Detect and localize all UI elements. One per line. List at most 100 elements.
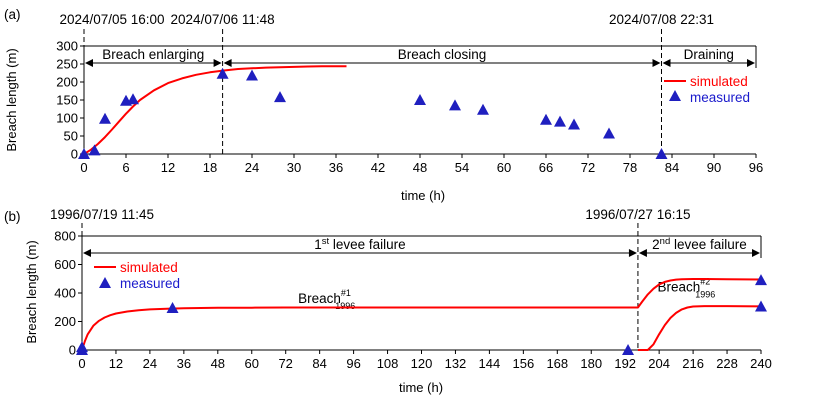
b-x-tick-label: 180	[580, 356, 602, 371]
legend-a-simulated-label: simulated	[690, 74, 748, 89]
a-x-tick-label: 42	[371, 160, 385, 175]
panel-b-ylabel: Breach length (m)	[24, 240, 39, 343]
b-measured-point	[76, 341, 88, 353]
a-measured-point	[414, 94, 426, 105]
a-x-tick-label: 12	[161, 160, 175, 175]
a-phase-arrowhead-left	[223, 59, 232, 67]
a-measured-point	[477, 103, 489, 115]
b-x-tick-label: 60	[245, 356, 259, 371]
b-x-tick-label: 24	[143, 356, 157, 371]
a-measured-point	[554, 115, 566, 127]
b-breach-annotation: Breach#1 1996	[298, 288, 355, 311]
b-simulated-line-1	[637, 305, 762, 351]
legend-b-measured-label: measured	[120, 276, 180, 291]
b-x-tick-label: 120	[411, 356, 433, 371]
a-phase-arrowhead-right	[747, 59, 755, 67]
b-phase-arrowhead-right	[752, 249, 760, 257]
legend-b-simulated-label: simulated	[120, 260, 178, 275]
a-x-tick-label: 0	[80, 160, 87, 175]
a-y-tick-label: 50	[64, 129, 78, 144]
b-x-tick-label: 0	[78, 356, 85, 371]
a-measured-point	[127, 93, 139, 105]
b-phase-label: 2nd levee failure	[652, 236, 747, 252]
a-y-tick-label: 150	[56, 93, 78, 108]
a-x-tick-label: 18	[203, 160, 217, 175]
a-phase-arrowhead-left	[85, 59, 93, 67]
b-breach-annotation: Breach#2 1996	[657, 277, 715, 300]
b-simulated-line-0	[81, 278, 762, 351]
b-x-tick-label: 216	[682, 356, 704, 371]
panel-a-chart: (a) Breach length (m) time (h) 0 6 12 18 24 3…	[4, 7, 763, 203]
panel-b-legend: simulated measured	[94, 260, 180, 291]
b-x-tick-label: 192	[614, 356, 636, 371]
a-phase-label: Draining	[684, 47, 734, 62]
a-x-tick-label: 78	[623, 160, 637, 175]
legend-a-measured-label: measured	[690, 90, 750, 105]
a-event-timestamp: 2024/07/06 11:48	[171, 12, 275, 27]
a-y-tick-label: 100	[56, 111, 78, 126]
panel-b-xlabel: time (h)	[399, 380, 443, 395]
a-measured-point	[603, 127, 615, 139]
b-x-tick-label: 96	[346, 356, 360, 371]
a-y-tick-label: 0	[71, 147, 78, 162]
a-measured-point	[568, 118, 580, 130]
b-x-tick-label: 84	[312, 356, 326, 371]
b-x-tick-label: 204	[648, 356, 670, 371]
legend-a-measured-swatch	[669, 90, 681, 101]
a-event-timestamp: 2024/07/08 22:31	[609, 12, 714, 27]
a-x-tick-label: 90	[707, 160, 721, 175]
a-phase-label: Breach closing	[398, 47, 487, 62]
a-phase-arrowhead-left	[662, 59, 671, 67]
a-x-tick-label: 60	[497, 160, 511, 175]
a-measured-point	[246, 69, 258, 81]
panel-b-chart: (b) Breach length (m) time (h) 0 12 24 36 48…	[4, 207, 772, 395]
a-measured-point	[88, 144, 101, 156]
b-measured-point	[622, 344, 635, 355]
b-x-tick-label: 144	[479, 356, 501, 371]
b-event-timestamp: 1996/07/27 16:15	[585, 207, 690, 222]
a-phase-arrowhead-right	[652, 59, 661, 67]
b-x-tick-label: 132	[445, 356, 467, 371]
a-x-tick-label: 84	[665, 160, 679, 175]
b-y-tick-label: 400	[54, 286, 76, 301]
panel-b-label: (b)	[4, 209, 21, 224]
panel-a-legend: simulated measured	[664, 74, 750, 105]
b-x-tick-label: 108	[377, 356, 399, 371]
a-x-tick-label: 72	[581, 160, 595, 175]
b-x-tick-label: 168	[546, 356, 568, 371]
panel-a-xlabel: time (h)	[401, 188, 445, 203]
b-phase-label: 1st levee failure	[314, 236, 405, 252]
a-measured-point	[99, 112, 111, 124]
b-x-tick-label: 72	[278, 356, 292, 371]
b-measured-point	[166, 301, 179, 313]
b-y-tick-label: 800	[54, 229, 76, 244]
b-y-tick-label: 0	[69, 343, 76, 358]
a-x-tick-label: 6	[122, 160, 129, 175]
a-measured-point	[78, 148, 90, 159]
b-measured-point	[755, 300, 767, 312]
a-x-tick-label: 54	[455, 160, 469, 175]
a-x-tick-label: 66	[539, 160, 553, 175]
panel-a-label: (a)	[4, 7, 21, 22]
a-x-tick-label: 48	[413, 160, 427, 175]
a-measured-point	[274, 91, 286, 103]
b-event-timestamp: 1996/07/19 11:45	[50, 207, 154, 222]
legend-b-measured-swatch	[99, 277, 111, 288]
a-y-tick-label: 300	[56, 39, 78, 54]
a-measured-point	[449, 99, 461, 111]
a-x-tick-label: 96	[749, 160, 763, 175]
a-x-tick-label: 36	[329, 160, 343, 175]
a-measured-point	[655, 148, 668, 159]
a-phase-label: Breach enlarging	[102, 47, 204, 62]
b-measured-point	[755, 274, 767, 286]
b-phase-arrowhead-right	[628, 249, 637, 257]
a-phase-arrowhead-right	[213, 59, 222, 67]
b-y-tick-label: 200	[54, 314, 76, 329]
a-simulated-line-0	[83, 65, 347, 155]
b-y-tick-label: 600	[54, 257, 76, 272]
b-x-tick-label: 48	[211, 356, 225, 371]
a-y-tick-label: 200	[56, 75, 78, 90]
a-x-tick-label: 30	[287, 160, 301, 175]
b-phase-arrowhead-left	[638, 249, 647, 257]
